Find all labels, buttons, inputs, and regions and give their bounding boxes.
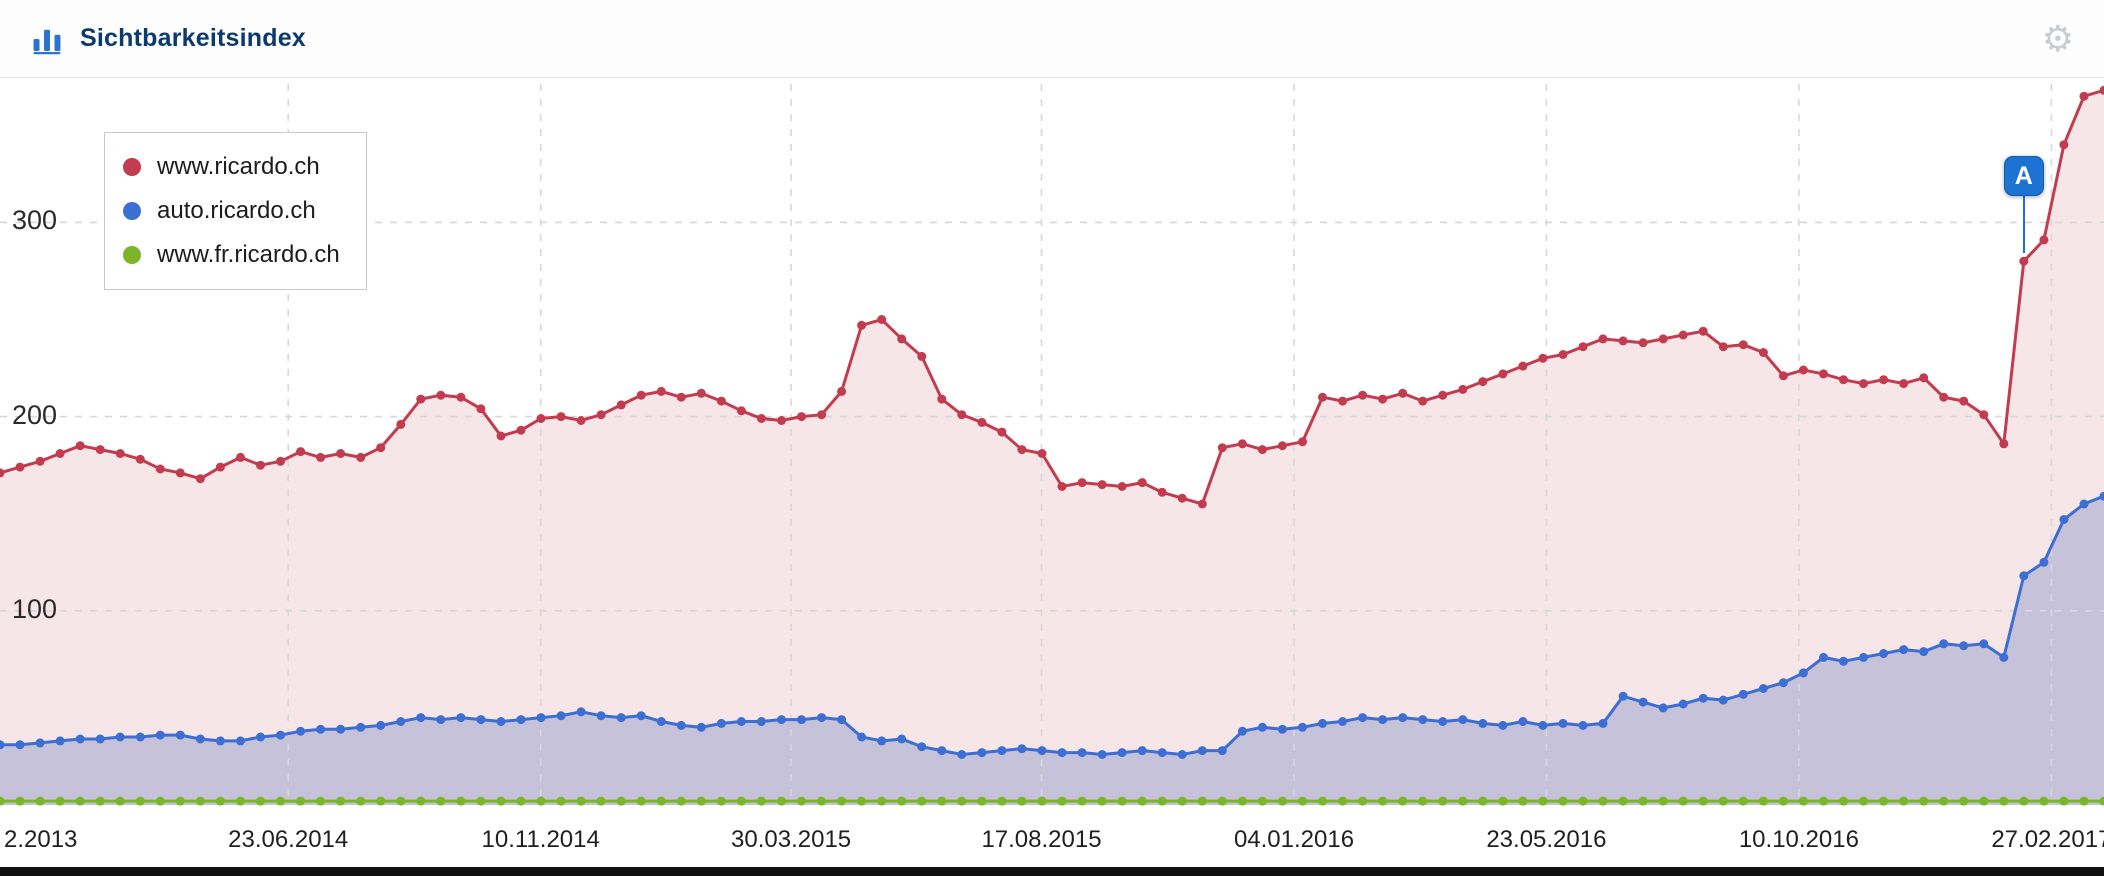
gridlines: [0, 84, 2104, 805]
chart-legend: www.ricardo.ch auto.ricardo.ch www.fr.rica…: [104, 132, 367, 290]
marker-label: A: [2014, 161, 2033, 190]
bar-chart-icon: [30, 22, 64, 56]
legend-item-auto.ricardo.ch[interactable]: auto.ricardo.ch: [123, 189, 340, 233]
legend-label: www.ricardo.ch: [157, 153, 320, 180]
www.ricardo.ch-points: [0, 85, 2104, 509]
auto.ricardo.ch-points: [0, 491, 2104, 759]
x-axis-label: 23.05.2016: [1486, 826, 1607, 853]
x-axis-label: 2.2013: [4, 826, 78, 853]
legend-label: www.fr.ricardo.ch: [157, 241, 340, 268]
x-axis-label: 17.08.2015: [981, 826, 1102, 853]
widget-header: Sichtbarkeitsindex ⚙: [0, 0, 2104, 78]
legend-dot: [123, 202, 141, 220]
x-axis-label: 23.06.2014: [228, 826, 349, 853]
x-axis-label: 30.03.2015: [731, 826, 852, 853]
y-axis-label: 300: [12, 205, 58, 236]
www.ricardo.ch-line: [0, 88, 2104, 506]
www.fr.ricardo.ch-points: [0, 796, 2104, 806]
auto.ricardo.ch-area: [0, 496, 2104, 805]
legend-dot: [123, 158, 141, 176]
marker-pin-A[interactable]: A: [2003, 156, 2044, 197]
x-axis-label: 04.01.2016: [1233, 826, 1355, 853]
legend-item-www.fr.ricardo.ch[interactable]: www.fr.ricardo.ch: [123, 233, 340, 277]
y-axis-label: 100: [12, 593, 58, 624]
x-axis-label: 10.11.2014: [481, 826, 600, 853]
legend-item-www.ricardo.ch[interactable]: www.ricardo.ch: [123, 145, 340, 189]
bottom-edge: [0, 867, 2104, 876]
x-axis-label: 27.02.2017: [1991, 826, 2104, 853]
visibility-chart: [0, 84, 2104, 806]
legend-dot: [123, 246, 141, 264]
legend-label: auto.ricardo.ch: [157, 197, 316, 224]
marker-stem: [2022, 195, 2025, 254]
gear-icon[interactable]: ⚙: [2041, 17, 2074, 59]
y-axis-label: 200: [12, 399, 58, 430]
x-axis-label: 10.10.2016: [1738, 826, 1859, 853]
chart-region: 100 200 300 2.2013 23.06.2014 10.11.2014 30.0…: [0, 78, 2104, 876]
auto.ricardo.ch-line: [0, 494, 2104, 757]
www.ricardo.ch-area: [0, 90, 2104, 806]
widget-title: Sichtbarkeitsindex: [80, 24, 306, 52]
